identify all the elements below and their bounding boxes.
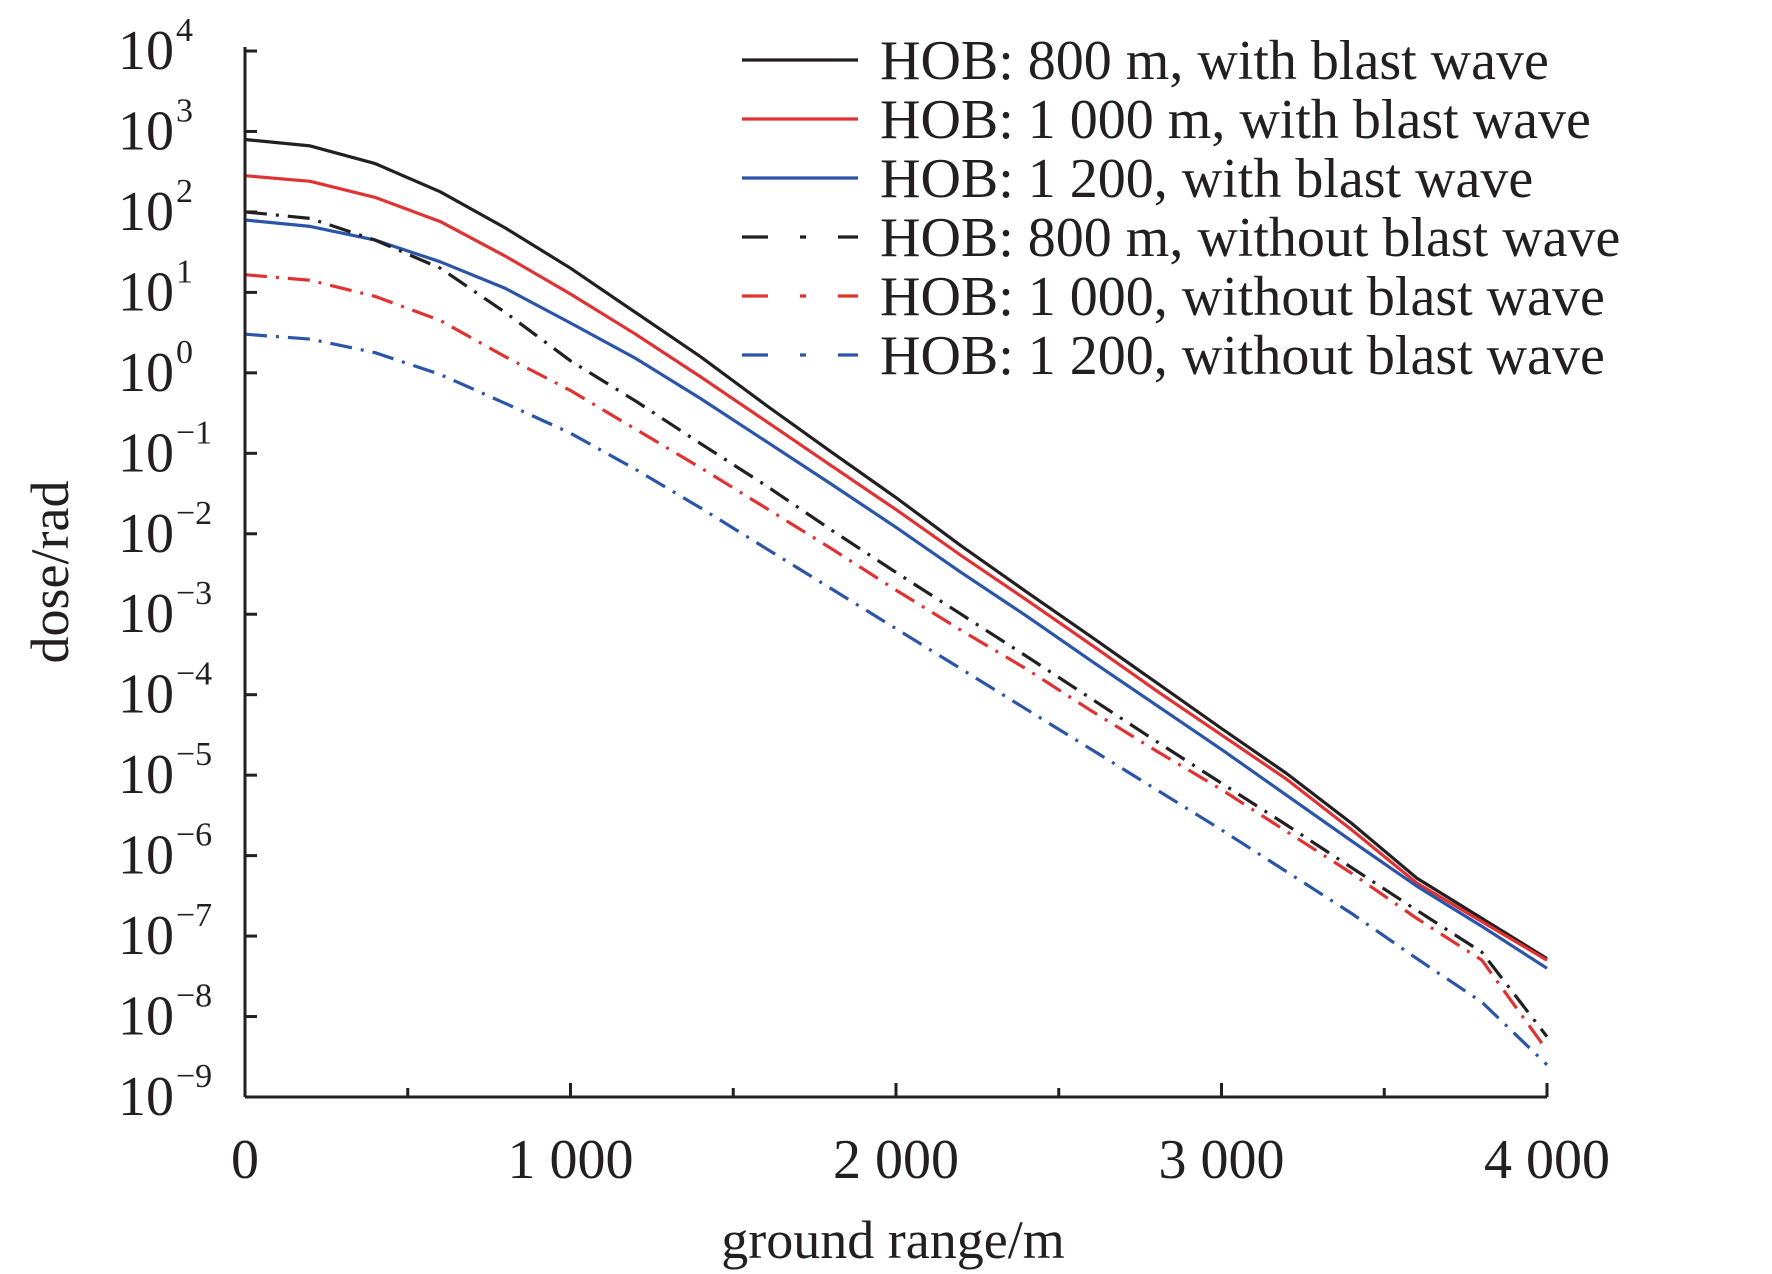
legend-label: HOB: 1 200, with blast wave <box>880 148 1533 210</box>
y-tick-label: 10 <box>118 825 174 887</box>
y-tick-label: 10 <box>118 905 174 967</box>
legend-label: HOB: 1 200, without blast wave <box>880 325 1605 387</box>
series-layer <box>244 137 1549 1066</box>
y-tick-label: 10 <box>118 583 174 645</box>
y-tick-label: 10 <box>118 20 174 82</box>
y-tick-exponent: −8 <box>176 978 212 1015</box>
y-tick-label: 10 <box>118 664 174 726</box>
axes-layer: 10 410 310 210 110 010 −110 −210 −310 −410 −510 −61… <box>118 12 1610 1191</box>
series-line <box>244 137 1548 960</box>
legend-label: HOB: 1 000 m, with blast wave <box>880 89 1591 151</box>
series-line <box>244 174 1548 962</box>
y-tick-label: 10 <box>118 261 174 323</box>
y-tick-label: 10 <box>118 181 174 243</box>
y-tick-exponent: 1 <box>176 253 193 290</box>
y-tick-exponent: 4 <box>176 12 193 49</box>
series-line <box>244 218 1548 970</box>
x-axis-title: ground range/m <box>721 1210 1064 1270</box>
y-tick-label: 10 <box>118 503 174 565</box>
y-tick-exponent: 0 <box>176 334 193 371</box>
y-tick-label: 10 <box>118 986 174 1048</box>
series-line <box>244 332 1549 1066</box>
x-tick-label: 0 <box>231 1129 259 1191</box>
y-tick-label: 10 <box>118 1066 174 1128</box>
x-tick-label: 3 000 <box>1159 1129 1285 1191</box>
y-tick-exponent: −7 <box>176 897 212 934</box>
legend-label: HOB: 800 m, with blast wave <box>880 30 1549 92</box>
x-tick-label: 2 000 <box>833 1129 959 1191</box>
series-line <box>244 273 1549 1052</box>
y-tick-exponent: −3 <box>176 575 212 612</box>
y-tick-exponent: −1 <box>176 414 212 451</box>
legend-label: HOB: 1 000, without blast wave <box>880 266 1605 328</box>
y-tick-label: 10 <box>118 744 174 806</box>
x-tick-label: 1 000 <box>508 1129 634 1191</box>
series-line <box>244 210 1549 1038</box>
y-tick-exponent: −6 <box>176 817 212 854</box>
y-tick-label: 10 <box>118 100 174 162</box>
y-axis-title: dose/rad <box>20 481 80 664</box>
y-tick-exponent: −9 <box>176 1058 212 1095</box>
y-tick-label: 10 <box>118 342 174 404</box>
x-tick-label: 4 000 <box>1484 1129 1610 1191</box>
y-tick-exponent: −2 <box>176 495 212 532</box>
y-tick-exponent: 3 <box>176 92 193 129</box>
y-tick-label: 10 <box>118 422 174 484</box>
y-tick-exponent: −5 <box>176 736 212 773</box>
y-tick-exponent: −4 <box>176 656 212 693</box>
y-tick-exponent: 2 <box>176 173 193 210</box>
legend-label: HOB: 800 m, without blast wave <box>880 207 1620 269</box>
